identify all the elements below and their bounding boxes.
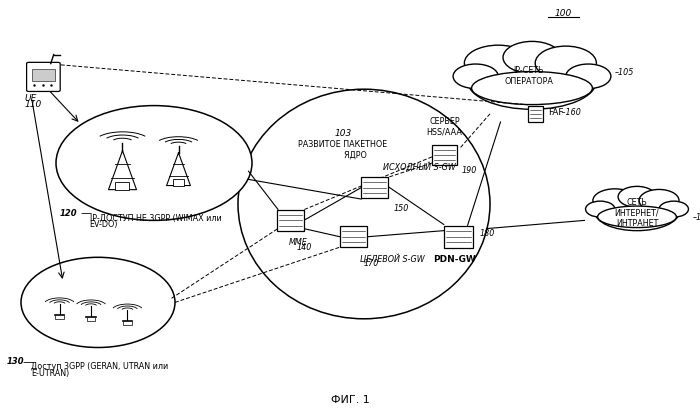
Text: 110: 110: [25, 100, 42, 109]
Text: —: —: [22, 356, 34, 366]
Text: 103: 103: [335, 128, 351, 137]
Ellipse shape: [536, 47, 596, 81]
FancyBboxPatch shape: [432, 145, 457, 166]
Ellipse shape: [468, 54, 596, 110]
Text: MME: MME: [289, 237, 308, 246]
FancyBboxPatch shape: [444, 226, 473, 249]
Text: 170: 170: [363, 258, 379, 267]
Text: 180: 180: [480, 229, 495, 238]
FancyBboxPatch shape: [55, 315, 64, 319]
Ellipse shape: [464, 46, 532, 82]
Text: 130: 130: [7, 356, 24, 365]
Text: IP-ДОСТУП НЕ 3GPP (WIMAX или: IP-ДОСТУП НЕ 3GPP (WIMAX или: [90, 213, 221, 222]
Ellipse shape: [503, 42, 561, 74]
FancyBboxPatch shape: [340, 227, 367, 248]
FancyBboxPatch shape: [361, 178, 388, 199]
FancyBboxPatch shape: [116, 183, 130, 190]
Text: 120: 120: [60, 208, 77, 217]
FancyBboxPatch shape: [528, 106, 543, 123]
Ellipse shape: [659, 202, 689, 218]
Text: СЕРВЕР
HSS/AAA: СЕРВЕР HSS/AAA: [426, 117, 463, 136]
Ellipse shape: [595, 194, 679, 231]
Ellipse shape: [453, 65, 498, 89]
Text: —: —: [80, 208, 92, 218]
Ellipse shape: [639, 190, 679, 212]
Text: ФИГ. 1: ФИГ. 1: [330, 394, 370, 404]
FancyBboxPatch shape: [123, 321, 132, 325]
Text: 100: 100: [555, 9, 572, 18]
Text: 190: 190: [462, 165, 477, 174]
Ellipse shape: [593, 189, 637, 213]
Text: IP-СЕТЬ
ОПЕРАТОРА: IP-СЕТЬ ОПЕРАТОРА: [504, 66, 553, 85]
FancyBboxPatch shape: [27, 63, 60, 92]
Text: РАЗВИТОЕ ПАКЕТНОЕ
          ЯДРО: РАЗВИТОЕ ПАКЕТНОЕ ЯДРО: [298, 139, 388, 159]
Text: EV-DO): EV-DO): [90, 219, 118, 228]
Text: FAF: FAF: [548, 108, 564, 117]
Text: 140: 140: [297, 242, 312, 251]
Ellipse shape: [238, 90, 490, 319]
Text: ИСХОДНЫЙ S-GW: ИСХОДНЫЙ S-GW: [383, 161, 456, 171]
Ellipse shape: [618, 187, 656, 208]
FancyBboxPatch shape: [173, 180, 185, 186]
Ellipse shape: [472, 72, 592, 105]
Ellipse shape: [598, 207, 676, 228]
FancyBboxPatch shape: [32, 70, 55, 82]
Text: PDN-GW: PDN-GW: [433, 254, 477, 263]
Ellipse shape: [585, 202, 615, 218]
Circle shape: [21, 258, 175, 348]
Circle shape: [56, 106, 252, 221]
FancyBboxPatch shape: [87, 317, 95, 321]
Text: 150: 150: [393, 204, 409, 213]
Text: –105: –105: [615, 68, 634, 77]
Text: Доступ 3GPP (GERAN, UTRAN или: Доступ 3GPP (GERAN, UTRAN или: [31, 362, 168, 371]
Text: ЦЕЛЕВОЙ S-GW: ЦЕЛЕВОЙ S-GW: [360, 253, 425, 263]
Text: E-UTRAN): E-UTRAN): [31, 368, 69, 377]
FancyBboxPatch shape: [277, 210, 304, 231]
Text: –160: –160: [559, 108, 581, 117]
Ellipse shape: [566, 65, 611, 89]
Text: UE: UE: [25, 94, 37, 103]
Text: СЕТЬ
ИНТЕРНЕТ/
ИНТРАНЕТ: СЕТЬ ИНТЕРНЕТ/ ИНТРАНЕТ: [615, 198, 659, 227]
Text: –108: –108: [693, 212, 700, 221]
